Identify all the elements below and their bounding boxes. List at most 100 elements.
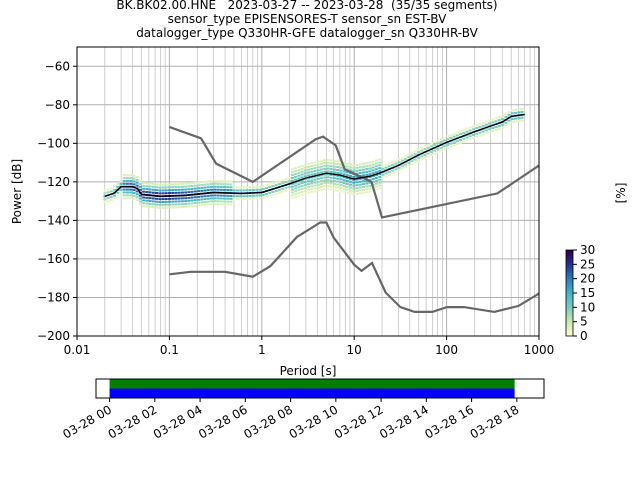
histogram-cell xyxy=(307,171,311,174)
histogram-cell xyxy=(378,158,382,161)
histogram-cell xyxy=(277,183,281,186)
histogram-cell xyxy=(193,184,197,187)
histogram-cell xyxy=(491,127,495,130)
colorbar-step xyxy=(566,257,573,260)
histogram-cell xyxy=(319,162,323,165)
histogram-cell xyxy=(284,181,288,184)
histogram-cell xyxy=(468,138,472,141)
histogram-cell xyxy=(216,203,220,206)
histogram-cell xyxy=(365,191,369,194)
colorbar-step xyxy=(566,261,573,264)
histogram-cell xyxy=(219,183,223,186)
histogram-cell xyxy=(229,197,233,200)
y-tick-label: −120 xyxy=(37,175,70,189)
histogram-cell xyxy=(135,193,139,196)
colorbar-step xyxy=(566,293,573,295)
histogram-cell xyxy=(336,177,340,180)
histogram-cell xyxy=(281,187,285,190)
histogram-cell xyxy=(332,185,336,188)
timeline-tick-label: 03-28 02 xyxy=(106,402,160,441)
histogram-cell xyxy=(145,196,149,199)
colorbar-step xyxy=(566,327,573,330)
histogram-cell xyxy=(197,187,201,190)
histogram-cell xyxy=(468,126,472,129)
histogram-cell xyxy=(355,189,359,192)
histogram-cell xyxy=(391,172,395,175)
histogram-cell xyxy=(245,189,249,192)
histogram-cell xyxy=(378,161,382,164)
histogram-cell xyxy=(510,109,514,112)
histogram-cell xyxy=(268,194,272,197)
timeline-tick-label: 03-28 00 xyxy=(60,402,114,441)
timeline-tick-label: 03-28 08 xyxy=(241,402,295,441)
histogram-cell xyxy=(307,177,311,180)
histogram-cell xyxy=(261,196,265,199)
histogram-cell xyxy=(494,128,498,131)
histogram-cell xyxy=(410,154,414,157)
histogram-cell xyxy=(349,186,353,189)
colorbar-step xyxy=(566,275,573,278)
histogram-cell xyxy=(151,200,155,203)
histogram-cell xyxy=(471,125,475,128)
histogram-cell xyxy=(155,186,159,189)
histogram-cell xyxy=(316,166,320,169)
histogram-cell xyxy=(446,146,450,149)
histogram-cell xyxy=(358,189,362,192)
histogram-cell xyxy=(213,188,217,191)
colorbar-tick-label: 10 xyxy=(580,300,595,314)
histogram-cell xyxy=(329,162,333,165)
histogram-cell xyxy=(271,182,275,185)
histogram-cell xyxy=(303,163,307,166)
histogram-cell xyxy=(374,182,378,185)
histogram-cell xyxy=(307,186,311,189)
histogram-cell xyxy=(374,168,378,171)
histogram-cell xyxy=(358,192,362,195)
histogram-cell xyxy=(355,181,359,184)
histogram-cell xyxy=(180,200,184,203)
histogram-cell xyxy=(171,197,175,200)
histogram-cell xyxy=(190,182,194,185)
histogram-cell xyxy=(125,174,129,177)
histogram-cell xyxy=(213,185,217,188)
histogram-cell xyxy=(378,164,382,167)
histogram-cell xyxy=(129,179,133,182)
histogram-cell xyxy=(514,117,518,120)
histogram-cell xyxy=(187,196,191,199)
histogram-cell xyxy=(145,199,149,202)
colorbar-step xyxy=(566,287,573,290)
histogram-cell xyxy=(336,163,340,166)
histogram-cell xyxy=(307,174,311,177)
histogram-cell xyxy=(429,151,433,154)
histogram-cell xyxy=(339,169,343,172)
histogram-cell xyxy=(200,181,204,184)
histogram-cell xyxy=(484,120,488,123)
histogram-cell xyxy=(313,170,317,173)
histogram-cell xyxy=(297,174,301,177)
histogram-cell xyxy=(193,202,197,205)
histogram-cell xyxy=(374,188,378,191)
histogram-cell xyxy=(452,144,456,147)
histogram-cell xyxy=(235,198,239,201)
histogram-cell xyxy=(106,191,110,194)
histogram-cell xyxy=(326,164,330,167)
histogram-cell xyxy=(271,185,275,188)
histogram-cell xyxy=(239,198,243,201)
histogram-cell xyxy=(161,192,165,195)
histogram-cell xyxy=(332,171,336,174)
histogram-cell xyxy=(491,130,495,133)
histogram-cell xyxy=(294,172,298,175)
histogram-cell xyxy=(132,174,136,177)
colorbar-tick-label: 0 xyxy=(580,329,588,343)
histogram-cell xyxy=(352,184,356,187)
histogram-cell xyxy=(206,183,210,186)
histogram-cell xyxy=(316,163,320,166)
histogram-cell xyxy=(132,197,136,200)
histogram-cell xyxy=(336,183,340,186)
colorbar-step xyxy=(566,305,573,308)
histogram-cell xyxy=(316,177,320,180)
histogram-cell xyxy=(303,178,307,181)
histogram-cell xyxy=(307,183,311,186)
histogram-cell xyxy=(303,169,307,172)
histogram-cell xyxy=(252,194,256,197)
